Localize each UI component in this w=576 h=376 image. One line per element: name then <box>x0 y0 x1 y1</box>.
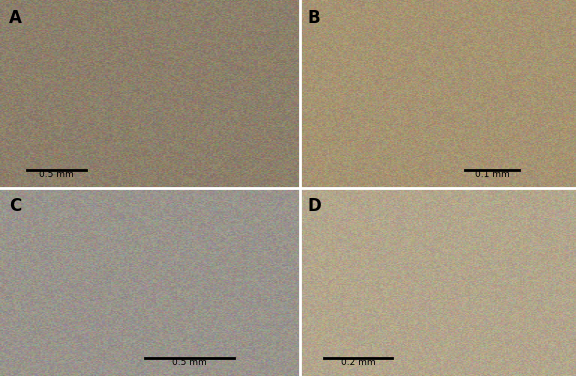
Text: 0.5 mm: 0.5 mm <box>172 358 207 367</box>
Text: B: B <box>308 9 320 27</box>
Text: C: C <box>9 197 21 215</box>
Text: A: A <box>9 9 22 27</box>
Text: 0.1 mm: 0.1 mm <box>475 170 509 179</box>
Text: 0.5 mm: 0.5 mm <box>39 170 74 179</box>
Text: 0.2 mm: 0.2 mm <box>340 358 375 367</box>
Text: D: D <box>308 197 321 215</box>
